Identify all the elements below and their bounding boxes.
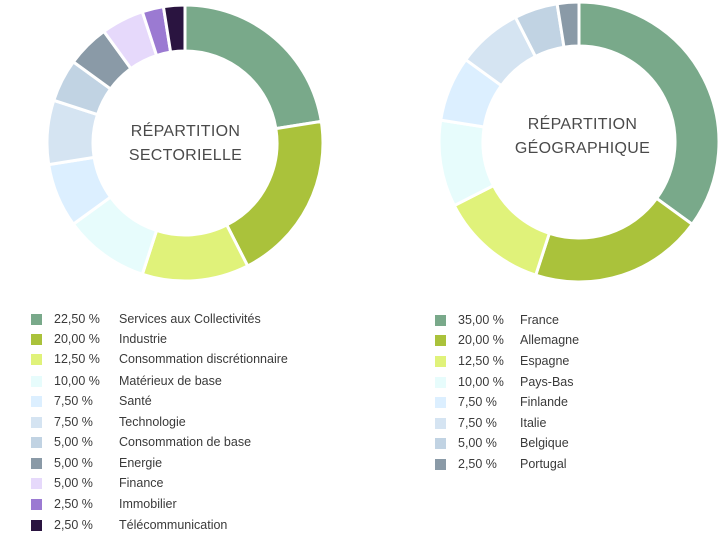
geo-donut-chart — [439, 2, 719, 282]
sector-legend-label: Télécommunication — [119, 518, 228, 532]
sector-legend-swatch — [31, 416, 42, 428]
sector-legend-item: 7,50 % Santé — [31, 392, 152, 410]
sector-legend-percent: 5,00 % — [54, 456, 93, 470]
sector-legend-item: 5,00 % Consommation de base — [31, 433, 251, 451]
geo-legend-swatch — [435, 355, 446, 367]
sector-legend-item: 20,00 % Industrie — [31, 330, 167, 348]
sector-legend-label: Consommation discrétionnaire — [119, 352, 288, 366]
sector-legend-label: Matérieux de base — [119, 374, 222, 388]
geo-legend-percent: 2,50 % — [458, 457, 497, 471]
geo-legend-percent: 7,50 % — [458, 395, 497, 409]
sector-legend-item: 5,00 % Energie — [31, 454, 162, 472]
geo-slice-0 — [577, 2, 719, 227]
sector-legend-swatch — [31, 519, 42, 531]
sector-legend-item: 10,00 % Matérieux de base — [31, 372, 222, 390]
sector-legend-swatch — [31, 436, 42, 448]
sector-legend-item: 22,50 % Services aux Collectivités — [31, 310, 261, 328]
geo-legend-percent: 20,00 % — [458, 333, 504, 347]
sector-chart-title: RÉPARTITION SECTORIELLE — [98, 120, 273, 168]
geo-legend-swatch — [435, 437, 446, 449]
sector-legend-swatch — [31, 477, 42, 489]
sector-legend-percent: 2,50 % — [54, 518, 93, 532]
sector-legend-label: Santé — [119, 394, 152, 408]
geo-legend-swatch — [435, 396, 446, 408]
geo-legend-item: 7,50 % Finlande — [435, 393, 568, 411]
sector-legend-swatch — [31, 333, 42, 345]
sector-legend-label: Industrie — [119, 332, 167, 346]
geo-legend-item: 7,50 % Italie — [435, 414, 546, 432]
geo-legend-swatch — [435, 376, 446, 388]
geo-legend-item: 5,00 % Belgique — [435, 434, 569, 452]
sector-legend-percent: 5,00 % — [54, 476, 93, 490]
sector-legend-percent: 7,50 % — [54, 394, 93, 408]
geo-legend-label: Belgique — [520, 436, 569, 450]
sector-legend-item: 12,50 % Consommation discrétionnaire — [31, 350, 288, 368]
geo-legend-label: France — [520, 313, 559, 327]
geo-legend-label: Allemagne — [520, 333, 580, 347]
sector-legend-percent: 20,00 % — [54, 332, 100, 346]
geo-legend-item: 10,00 % Pays-Bas — [435, 373, 574, 391]
sector-legend-swatch — [31, 498, 42, 510]
geo-legend-item: 2,50 % Portugal — [435, 455, 567, 473]
sector-legend-percent: 10,00 % — [54, 374, 100, 388]
sector-legend-label: Finance — [119, 476, 164, 490]
sector-slice-0 — [183, 5, 323, 131]
geo-slice-1 — [533, 196, 695, 282]
sector-legend-label: Technologie — [119, 415, 186, 429]
geo-legend-percent: 10,00 % — [458, 375, 504, 389]
geo-legend-label: Portugal — [520, 457, 567, 471]
geo-legend-percent: 12,50 % — [458, 354, 504, 368]
sector-legend-percent: 2,50 % — [54, 497, 93, 511]
geo-legend-swatch — [435, 314, 446, 326]
sector-legend-label: Consommation de base — [119, 435, 252, 449]
geo-legend-label: Italie — [520, 416, 547, 430]
sector-legend-swatch — [31, 395, 42, 407]
sector-slice-2 — [140, 222, 250, 281]
sector-legend-swatch — [31, 375, 42, 387]
sector-legend-label: Services aux Collectivités — [119, 312, 261, 326]
sector-title-line-1: RÉPARTITION — [130, 123, 241, 140]
geo-legend-percent: 5,00 % — [458, 436, 497, 450]
geo-title-line-2: GÉOGRAPHIQUE — [514, 140, 651, 157]
sector-legend-item: 2,50 % Télécommunication — [31, 516, 227, 534]
sector-legend-label: Energie — [119, 456, 163, 470]
geo-legend-label: Pays-Bas — [520, 375, 574, 389]
geo-legend-item: 12,50 % Espagne — [435, 352, 569, 370]
geo-legend-percent: 7,50 % — [458, 416, 497, 430]
geo-legend-label: Espagne — [520, 354, 570, 368]
sector-legend-item: 5,00 % Finance — [31, 474, 163, 492]
geo-title-line-1: RÉPARTITION — [527, 116, 638, 133]
geo-slice-7 — [555, 2, 581, 49]
sector-legend-swatch — [31, 313, 42, 325]
sector-title-line-2: SECTORIELLE — [128, 147, 243, 164]
geo-legend-item: 35,00 % France — [435, 311, 559, 329]
geo-chart-title: RÉPARTITION GÉOGRAPHIQUE — [495, 113, 670, 161]
geo-legend-swatch — [435, 417, 446, 429]
sector-legend-label: Immobilier — [119, 497, 177, 511]
sector-donut-chart — [47, 5, 323, 281]
sector-legend-percent: 5,00 % — [54, 435, 93, 449]
sector-slice-10 — [161, 5, 187, 54]
sector-legend-item: 2,50 % Immobilier — [31, 495, 177, 513]
sector-legend-percent: 22,50 % — [54, 312, 100, 326]
geo-legend-label: Finlande — [520, 395, 568, 409]
geo-legend-item: 20,00 % Allemagne — [435, 331, 579, 349]
sector-legend-percent: 7,50 % — [54, 415, 93, 429]
sector-legend-item: 7,50 % Technologie — [31, 413, 186, 431]
sector-legend-percent: 12,50 % — [54, 352, 100, 366]
sector-legend-swatch — [31, 457, 42, 469]
sector-legend-swatch — [31, 353, 42, 365]
geo-legend-swatch — [435, 458, 446, 470]
geo-legend-percent: 35,00 % — [458, 313, 504, 327]
geo-legend-swatch — [435, 334, 446, 346]
